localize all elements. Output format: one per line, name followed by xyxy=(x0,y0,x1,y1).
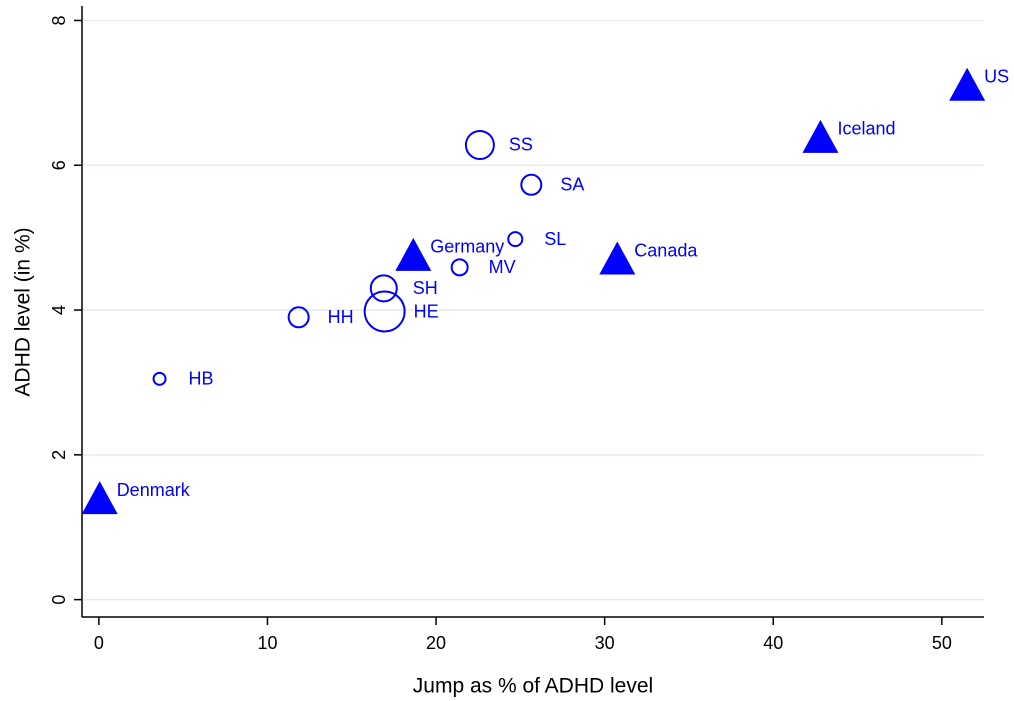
y-tick-label: 2 xyxy=(49,450,69,460)
point-label: SL xyxy=(544,229,566,249)
point-label: HE xyxy=(414,301,439,321)
point-label: MV xyxy=(489,257,516,277)
point-label: SS xyxy=(509,135,533,155)
bubble xyxy=(363,290,406,333)
bubble xyxy=(450,258,469,277)
y-tick-label: 8 xyxy=(49,15,69,25)
point-label: Denmark xyxy=(117,480,191,500)
x-tick-label: 30 xyxy=(595,633,615,653)
triangle-marker xyxy=(81,481,118,515)
bubble xyxy=(464,129,495,160)
point-label: Iceland xyxy=(837,119,895,139)
y-tick-label: 4 xyxy=(49,305,69,315)
triangle-marker xyxy=(599,241,636,275)
bubble xyxy=(369,274,398,303)
point-label: SA xyxy=(560,175,584,195)
point-label: HH xyxy=(328,307,354,327)
y-tick-label: 6 xyxy=(49,160,69,170)
bubble xyxy=(520,173,543,196)
bubble xyxy=(152,371,167,386)
x-tick-label: 0 xyxy=(94,633,104,653)
x-tick-label: 20 xyxy=(426,633,446,653)
x-tick-label: 40 xyxy=(763,633,783,653)
x-tick-label: 10 xyxy=(257,633,277,653)
point-label: SH xyxy=(413,278,438,298)
point-label: US xyxy=(984,67,1009,87)
point-label: HB xyxy=(189,369,214,389)
y-tick-label: 0 xyxy=(49,595,69,605)
point-label: Canada xyxy=(634,240,698,260)
bubble xyxy=(287,306,310,329)
x-tick-label: 50 xyxy=(932,633,952,653)
triangle-marker xyxy=(395,237,432,271)
triangle-marker xyxy=(802,119,839,153)
x-axis-title: Jump as % of ADHD level xyxy=(413,675,653,698)
y-axis-title: ADHD level (in %) xyxy=(12,227,35,396)
point-label: Germany xyxy=(430,237,504,257)
bubble xyxy=(507,231,524,248)
triangle-marker xyxy=(949,67,986,101)
